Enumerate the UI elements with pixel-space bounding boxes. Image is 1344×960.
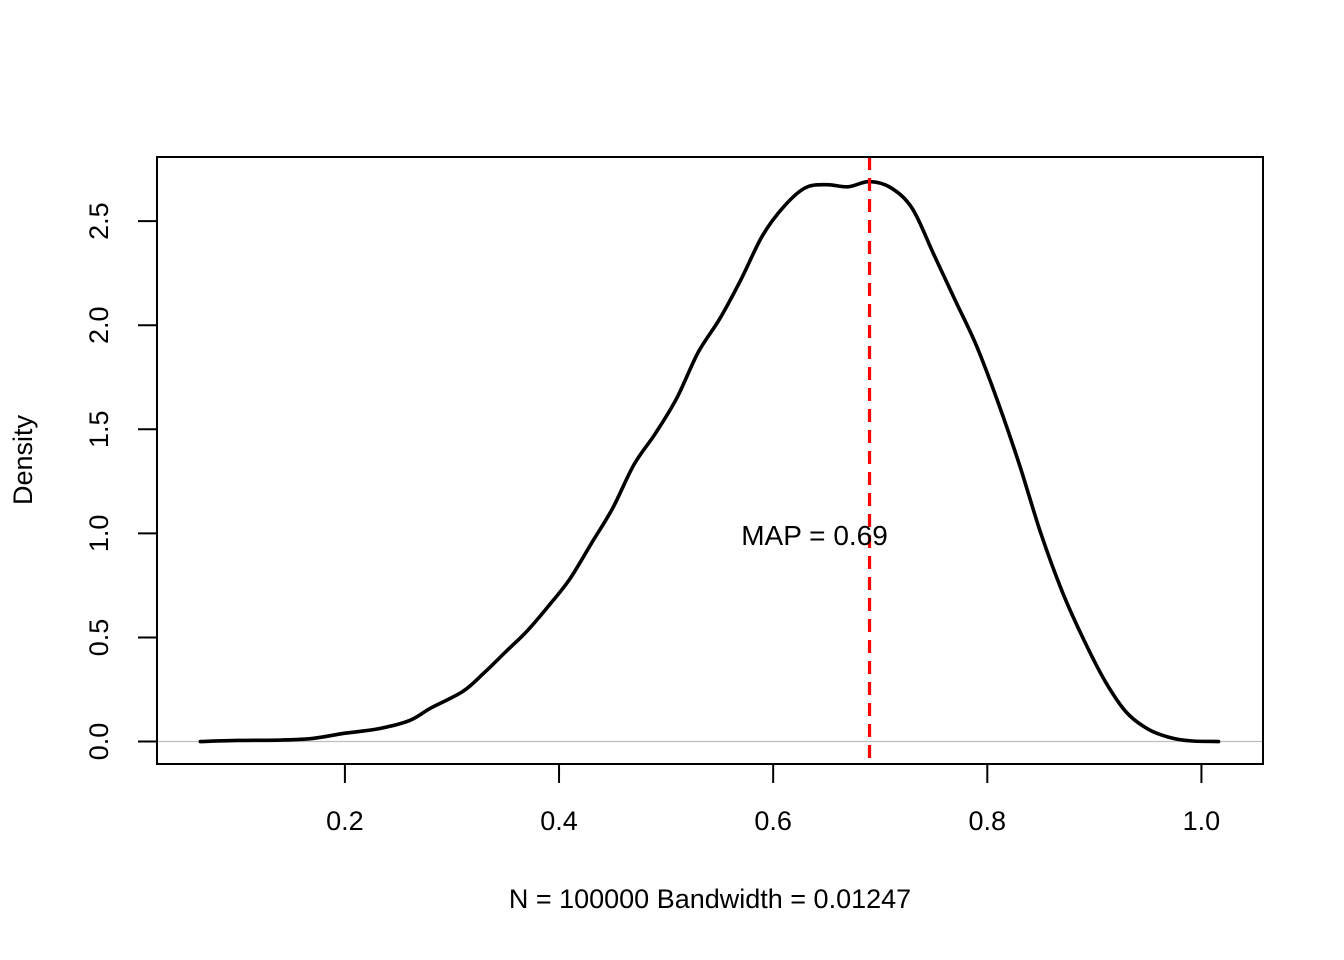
x-axis-title: N = 100000 Bandwidth = 0.01247	[509, 884, 911, 914]
y-axis-title: Density	[8, 414, 38, 505]
y-tick-label: 2.5	[84, 202, 114, 240]
x-tick-label: 1.0	[1183, 806, 1221, 836]
y-tick-label: 1.0	[84, 515, 114, 553]
y-tick-label: 1.5	[84, 411, 114, 449]
y-tick-label: 0.0	[84, 723, 114, 761]
x-tick-label: 0.8	[969, 806, 1007, 836]
y-tick-label: 2.0	[84, 306, 114, 344]
y-axis: 0.0 0.5 1.0 1.5 2.0 2.5	[84, 202, 158, 761]
x-axis: 0.2 0.4 0.6 0.8 1.0	[326, 763, 1221, 836]
x-tick-label: 0.2	[326, 806, 364, 836]
y-tick-label: 0.5	[84, 619, 114, 657]
density-curve	[198, 179, 1221, 744]
x-tick-label: 0.6	[754, 806, 792, 836]
x-tick-label: 0.4	[540, 806, 578, 836]
map-annotation: MAP = 0.69	[741, 520, 888, 551]
